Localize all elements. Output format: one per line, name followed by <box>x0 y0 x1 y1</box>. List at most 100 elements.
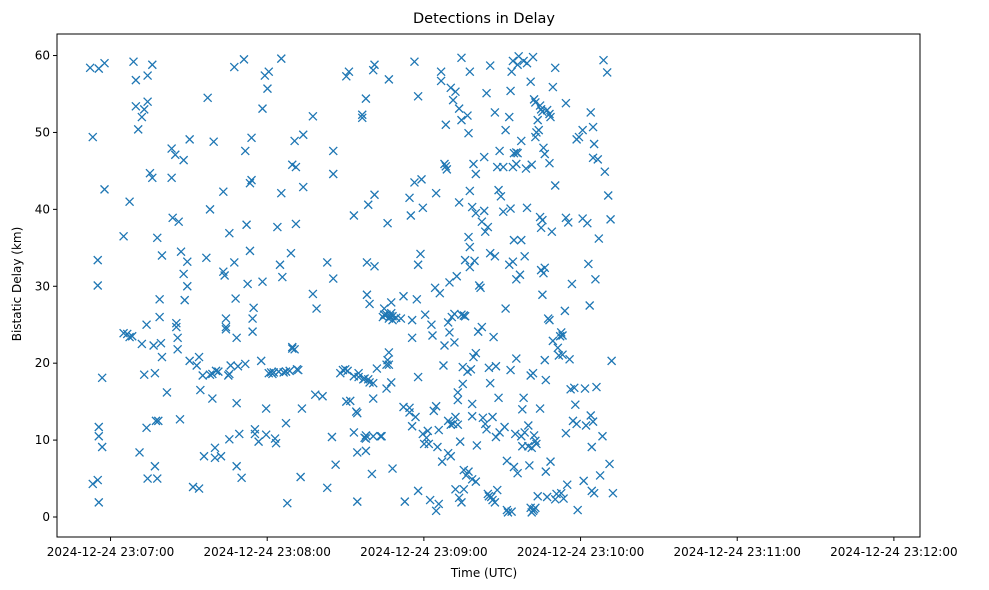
data-point-marker <box>199 451 209 461</box>
data-point-marker <box>500 422 510 432</box>
data-point-marker <box>455 437 465 447</box>
y-tick-label: 60 <box>35 49 50 63</box>
data-point-marker <box>88 132 98 142</box>
data-point-marker <box>142 320 152 330</box>
data-point-marker <box>176 247 186 257</box>
data-point-marker <box>232 333 242 343</box>
data-point-marker <box>536 223 546 233</box>
data-point-marker <box>466 364 476 374</box>
data-point-marker <box>556 327 566 337</box>
data-point-marker <box>473 327 483 337</box>
data-point-marker <box>237 473 247 483</box>
data-point-marker <box>467 411 477 421</box>
data-point-marker <box>388 464 397 474</box>
data-point-marker <box>471 477 481 487</box>
data-point-marker <box>464 467 473 477</box>
data-point-marker <box>498 207 508 217</box>
data-point-marker <box>422 433 431 443</box>
data-point-marker <box>599 55 608 65</box>
data-point-marker <box>530 97 540 107</box>
data-point-marker <box>569 383 579 393</box>
data-point-marker <box>207 394 217 404</box>
data-point-marker <box>170 150 180 160</box>
data-point-marker <box>567 279 577 289</box>
data-point-marker <box>432 442 442 452</box>
data-point-marker <box>151 416 161 426</box>
data-point-marker <box>173 344 183 354</box>
data-point-marker <box>331 460 341 470</box>
data-point-marker <box>513 468 523 478</box>
data-point-marker <box>349 427 359 437</box>
data-point-marker <box>561 98 571 108</box>
data-point-marker <box>258 277 267 287</box>
data-point-marker <box>540 355 550 365</box>
data-point-marker <box>437 457 447 467</box>
data-point-marker <box>438 361 448 370</box>
data-point-marker <box>426 320 436 330</box>
data-point-marker <box>465 67 475 77</box>
data-point-marker <box>482 88 492 98</box>
data-point-marker <box>598 431 607 441</box>
data-point-marker <box>465 262 475 272</box>
data-point-marker <box>341 71 351 81</box>
data-point-marker <box>471 208 481 218</box>
data-point-marker <box>282 498 292 508</box>
data-point-marker <box>579 476 589 486</box>
x-tick-label: 2024-12-24 23:09:00 <box>360 545 487 559</box>
data-point-marker <box>155 294 165 304</box>
data-point-marker <box>478 413 488 423</box>
data-point-marker <box>535 404 545 414</box>
data-point-marker <box>509 235 519 245</box>
data-point-marker <box>511 274 521 284</box>
data-point-marker <box>480 227 490 237</box>
data-point-marker <box>149 341 159 350</box>
data-point-marker <box>606 214 616 224</box>
data-point-marker <box>558 350 567 360</box>
data-point-marker <box>94 497 104 507</box>
data-point-marker <box>542 492 552 502</box>
data-point-marker <box>97 442 107 452</box>
data-point-marker <box>445 327 454 337</box>
data-point-marker <box>504 112 514 122</box>
data-point-marker <box>192 361 202 370</box>
y-tick-label: 10 <box>35 433 50 447</box>
data-point-marker <box>248 314 258 324</box>
data-point-marker <box>290 136 300 146</box>
data-point-marker <box>276 188 286 198</box>
data-point-marker <box>485 378 495 388</box>
data-point-marker <box>125 197 135 207</box>
data-point-marker <box>298 182 308 192</box>
data-point-marker <box>578 125 588 135</box>
data-point-marker <box>171 318 181 328</box>
data-point-marker <box>133 124 143 134</box>
data-point-marker <box>550 63 560 73</box>
data-point-marker <box>515 270 525 280</box>
data-point-marker <box>229 62 239 72</box>
data-point-marker <box>153 416 163 426</box>
data-point-marker <box>594 234 604 244</box>
data-point-marker <box>162 387 172 397</box>
data-point-marker <box>454 493 464 503</box>
data-point-marker <box>453 420 463 430</box>
data-point-marker <box>312 304 322 314</box>
data-point-marker <box>586 411 596 420</box>
data-point-marker <box>100 58 109 68</box>
data-point-marker <box>239 54 249 64</box>
data-point-marker <box>224 369 234 379</box>
data-point-marker <box>511 354 521 364</box>
data-point-marker <box>93 475 103 485</box>
data-point-marker <box>449 309 459 319</box>
data-point-marker <box>357 110 367 120</box>
data-point-marker <box>137 112 147 122</box>
data-point-marker <box>465 186 475 196</box>
data-point-marker <box>443 416 453 426</box>
data-point-marker <box>150 461 160 471</box>
data-point-marker <box>297 404 307 414</box>
data-point-marker <box>559 494 569 504</box>
data-point-marker <box>445 277 454 287</box>
data-point-marker <box>464 232 473 242</box>
data-point-marker <box>494 393 504 403</box>
data-point-marker <box>276 54 286 64</box>
data-point-marker <box>194 484 204 494</box>
data-point-marker <box>179 155 189 165</box>
